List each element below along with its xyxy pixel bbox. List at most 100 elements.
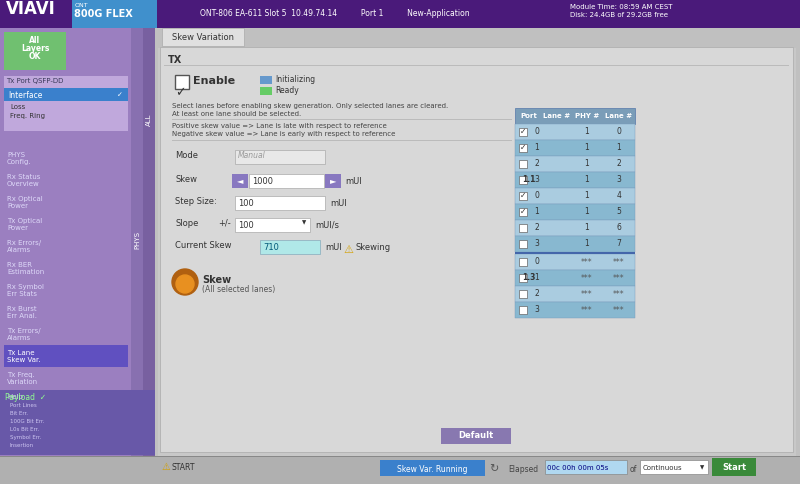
Text: 1: 1 [585, 240, 590, 248]
Bar [72, 0, 157, 28]
Bar [0, 456, 800, 484]
Text: Power: Power [7, 225, 28, 231]
Text: 4: 4 [617, 192, 622, 200]
Text: mUI: mUI [330, 198, 346, 208]
Text: Mode: Mode [175, 151, 198, 161]
Bar [160, 47, 793, 452]
Text: 1: 1 [534, 208, 539, 216]
Bar [0, 456, 800, 457]
Bar [441, 428, 511, 444]
Bar [162, 28, 244, 46]
Text: Rx Symbol: Rx Symbol [7, 284, 44, 290]
Text: Lane #: Lane # [543, 113, 570, 119]
Text: PHYS: PHYS [134, 231, 140, 249]
Text: 1: 1 [585, 224, 590, 232]
Text: Default: Default [458, 432, 494, 440]
Text: (All selected lanes): (All selected lanes) [202, 285, 275, 294]
Circle shape [176, 275, 194, 293]
Bar [515, 254, 635, 270]
Text: Insertion: Insertion [10, 443, 34, 448]
Text: ***: *** [581, 257, 593, 267]
Text: PHYS: PHYS [7, 152, 25, 158]
Text: Config.: Config. [7, 159, 32, 165]
Text: ⚠: ⚠ [162, 462, 170, 472]
Text: VIAVI: VIAVI [6, 0, 56, 18]
Bar [158, 28, 796, 456]
Text: Select lanes before enabling skew generation. Only selected lanes are cleared.: Select lanes before enabling skew genera… [172, 103, 448, 109]
Bar [175, 75, 189, 89]
Text: ▼: ▼ [302, 220, 306, 225]
Text: Skew Var. Running: Skew Var. Running [397, 465, 467, 473]
Text: mUI: mUI [345, 177, 362, 185]
Bar [519, 128, 527, 136]
Text: Skewing: Skewing [356, 242, 391, 252]
Text: ✓: ✓ [520, 143, 526, 152]
Bar [172, 119, 512, 120]
Bar [519, 274, 527, 282]
Text: ✓: ✓ [520, 127, 526, 136]
Bar [515, 108, 635, 124]
Text: L0s Bit Err.: L0s Bit Err. [10, 427, 39, 432]
Bar [519, 290, 527, 298]
Text: 1.3: 1.3 [522, 273, 536, 283]
Text: Rx Errors/: Rx Errors/ [7, 240, 41, 246]
Text: TX: TX [168, 55, 182, 65]
Bar [515, 156, 635, 172]
Text: ***: *** [613, 289, 625, 299]
Text: 00c 00h 00m 05s: 00c 00h 00m 05s [547, 465, 608, 471]
Text: Overview: Overview [7, 181, 40, 187]
Text: ALL: ALL [146, 114, 152, 126]
Text: Help: Help [7, 394, 23, 400]
Text: Port: Port [521, 113, 538, 119]
Bar [164, 65, 789, 66]
Bar [515, 236, 635, 252]
Text: Power: Power [7, 203, 28, 209]
Bar [640, 460, 708, 474]
Text: 2: 2 [534, 289, 539, 299]
Text: Lane #: Lane # [606, 113, 633, 119]
Text: 1: 1 [585, 160, 590, 168]
Text: ►: ► [330, 177, 336, 185]
Bar [232, 174, 248, 188]
Text: Payload  ✓: Payload ✓ [5, 393, 46, 402]
Text: ONT: ONT [75, 3, 89, 8]
Text: 1.1: 1.1 [522, 176, 536, 184]
Text: 0: 0 [617, 127, 622, 136]
Bar [260, 87, 272, 95]
Text: mUI/s: mUI/s [315, 221, 339, 229]
Text: Positive skew value => Lane is late with respect to reference: Positive skew value => Lane is late with… [172, 123, 386, 129]
Text: PHY #: PHY # [575, 113, 599, 119]
Bar [235, 150, 325, 164]
Text: All: All [30, 36, 41, 45]
Text: Slope: Slope [175, 218, 198, 227]
Text: 100G Bit Err.: 100G Bit Err. [10, 419, 45, 424]
Text: ONT-806 EA-611 Slot 5  10.49.74.14          Port 1          New-Application: ONT-806 EA-611 Slot 5 10.49.74.14 Port 1… [200, 10, 470, 18]
Text: Estimation: Estimation [7, 269, 44, 275]
Text: 1000: 1000 [252, 177, 273, 185]
Bar [0, 28, 155, 456]
Text: Alarms: Alarms [7, 335, 31, 341]
Text: At least one lane should be selected.: At least one lane should be selected. [172, 111, 302, 117]
Text: 6: 6 [617, 224, 622, 232]
Text: Ready: Ready [275, 86, 298, 95]
Text: 1: 1 [585, 143, 590, 152]
Text: 3: 3 [534, 176, 539, 184]
Text: Tx Errors/: Tx Errors/ [7, 328, 41, 334]
Bar [545, 460, 627, 474]
Text: ***: *** [581, 305, 593, 315]
Bar [515, 140, 635, 156]
Text: 100: 100 [238, 198, 254, 208]
Text: Module Time: 08:59 AM CEST: Module Time: 08:59 AM CEST [570, 4, 673, 10]
Bar [515, 188, 635, 204]
Text: Rx Optical: Rx Optical [7, 196, 42, 202]
Bar [712, 458, 756, 476]
Text: Loss: Loss [10, 104, 26, 110]
Bar [380, 460, 485, 476]
Text: 5: 5 [617, 208, 622, 216]
Text: START: START [172, 463, 195, 471]
Text: ✓: ✓ [520, 191, 526, 200]
Text: Skew: Skew [202, 275, 231, 285]
Text: 7: 7 [617, 240, 622, 248]
Text: Skew Var.: Skew Var. [7, 357, 41, 363]
Bar [158, 28, 796, 48]
